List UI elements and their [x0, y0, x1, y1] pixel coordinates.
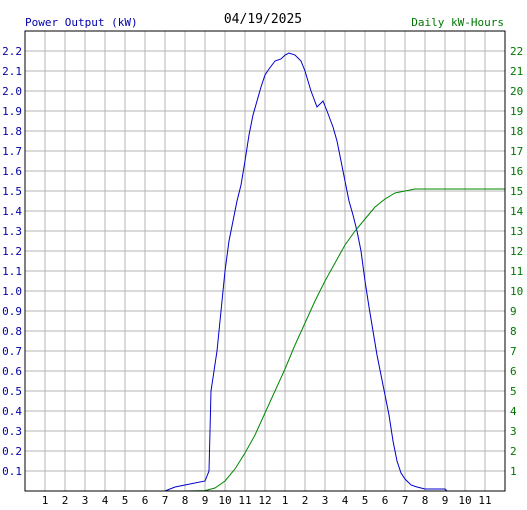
- y-left-tick-label: 1.0: [2, 285, 22, 298]
- y-left-tick-label: 1.2: [2, 245, 22, 258]
- x-tick-label: 10: [218, 494, 231, 507]
- y-right-tick-label: 4: [510, 405, 517, 418]
- x-tick-label: 8: [182, 494, 189, 507]
- x-tick-label: 5: [362, 494, 369, 507]
- tick-labels: 0.1 0.2 0.3 0.4 0.5 0.6 0.7 0.8 0.9 1.0 1.1 1.2 1.3 1…: [2, 45, 523, 507]
- y-right-tick-label: 5: [510, 385, 517, 398]
- y-right-tick-label: 20: [510, 85, 523, 98]
- y-left-tick-label: 1.4: [2, 205, 22, 218]
- y-left-tick-label: 1.8: [2, 125, 22, 138]
- y-left-tick-label: 0.7: [2, 345, 22, 358]
- x-tick-label: 2: [62, 494, 69, 507]
- y-left-tick-label: 0.8: [2, 325, 22, 338]
- y-right-tick-label: 1: [510, 465, 517, 478]
- plot-frame: [24, 30, 506, 492]
- x-tick-label: 12: [258, 494, 271, 507]
- chart-title: 04/19/2025: [224, 12, 302, 27]
- x-tick-label: 11: [238, 494, 251, 507]
- x-tick-label: 8: [422, 494, 429, 507]
- y-right-tick-label: 16: [510, 165, 523, 178]
- y-right-tick-label: 13: [510, 225, 523, 238]
- y-right-tick-label: 14: [510, 205, 524, 218]
- y-left-tick-label: 0.5: [2, 385, 22, 398]
- right-axis-label: Daily kW-Hours: [411, 16, 504, 29]
- y-right-tick-label: 2: [510, 445, 517, 458]
- y-left-tick-label: 2.2: [2, 45, 22, 58]
- y-left-tick-label: 2.1: [2, 65, 22, 78]
- y-left-tick-label: 1.9: [2, 105, 22, 118]
- x-tick-label: 7: [162, 494, 169, 507]
- y-left-tick-label: 0.6: [2, 365, 22, 378]
- x-tick-label: 3: [82, 494, 89, 507]
- y-right-tick-label: 18: [510, 125, 523, 138]
- x-tick-label: 7: [402, 494, 409, 507]
- y-right-tick-label: 9: [510, 305, 517, 318]
- y-right-tick-label: 8: [510, 325, 517, 338]
- x-tick-label: 1: [282, 494, 289, 507]
- y-right-tick-label: 10: [510, 285, 523, 298]
- power-output-line: [25, 52, 505, 492]
- y-right-tick-label: 17: [510, 145, 523, 158]
- y-left-tick-label: 2.0: [2, 85, 22, 98]
- y-right-tick-label: 22: [510, 45, 523, 58]
- daily-kwh-line: [25, 188, 505, 492]
- y-left-tick-label: 0.4: [2, 405, 22, 418]
- y-left-tick-label: 0.2: [2, 445, 22, 458]
- x-tick-label: 2: [302, 494, 309, 507]
- x-tick-label: 4: [102, 494, 109, 507]
- y-right-tick-label: 15: [510, 185, 523, 198]
- y-left-tick-label: 0.9: [2, 305, 22, 318]
- grid-lines: [25, 31, 505, 491]
- x-tick-label: 6: [382, 494, 389, 507]
- y-left-tick-label: 1.5: [2, 185, 22, 198]
- y-left-tick-label: 1.1: [2, 265, 22, 278]
- x-tick-label: 9: [442, 494, 449, 507]
- x-tick-label: 5: [122, 494, 129, 507]
- x-tick-label: 3: [322, 494, 329, 507]
- left-axis-label: Power Output (kW): [25, 16, 138, 29]
- y-right-tick-label: 21: [510, 65, 523, 78]
- y-right-tick-label: 19: [510, 105, 523, 118]
- x-tick-label: 11: [478, 494, 491, 507]
- x-tick-label: 9: [202, 494, 209, 507]
- y-right-tick-label: 6: [510, 365, 517, 378]
- y-left-tick-label: 1.6: [2, 165, 22, 178]
- y-right-tick-label: 7: [510, 345, 517, 358]
- y-left-tick-label: 1.7: [2, 145, 22, 158]
- y-left-tick-label: 0.1: [2, 465, 22, 478]
- x-tick-label: 4: [342, 494, 349, 507]
- y-right-tick-label: 12: [510, 245, 523, 258]
- x-tick-label: 1: [42, 494, 49, 507]
- x-tick-label: 6: [142, 494, 149, 507]
- y-right-tick-label: 3: [510, 425, 517, 438]
- y-right-tick-label: 11: [510, 265, 523, 278]
- y-left-tick-label: 0.3: [2, 425, 22, 438]
- y-left-tick-label: 1.3: [2, 225, 22, 238]
- series-lines: [25, 52, 505, 492]
- x-tick-label: 10: [458, 494, 471, 507]
